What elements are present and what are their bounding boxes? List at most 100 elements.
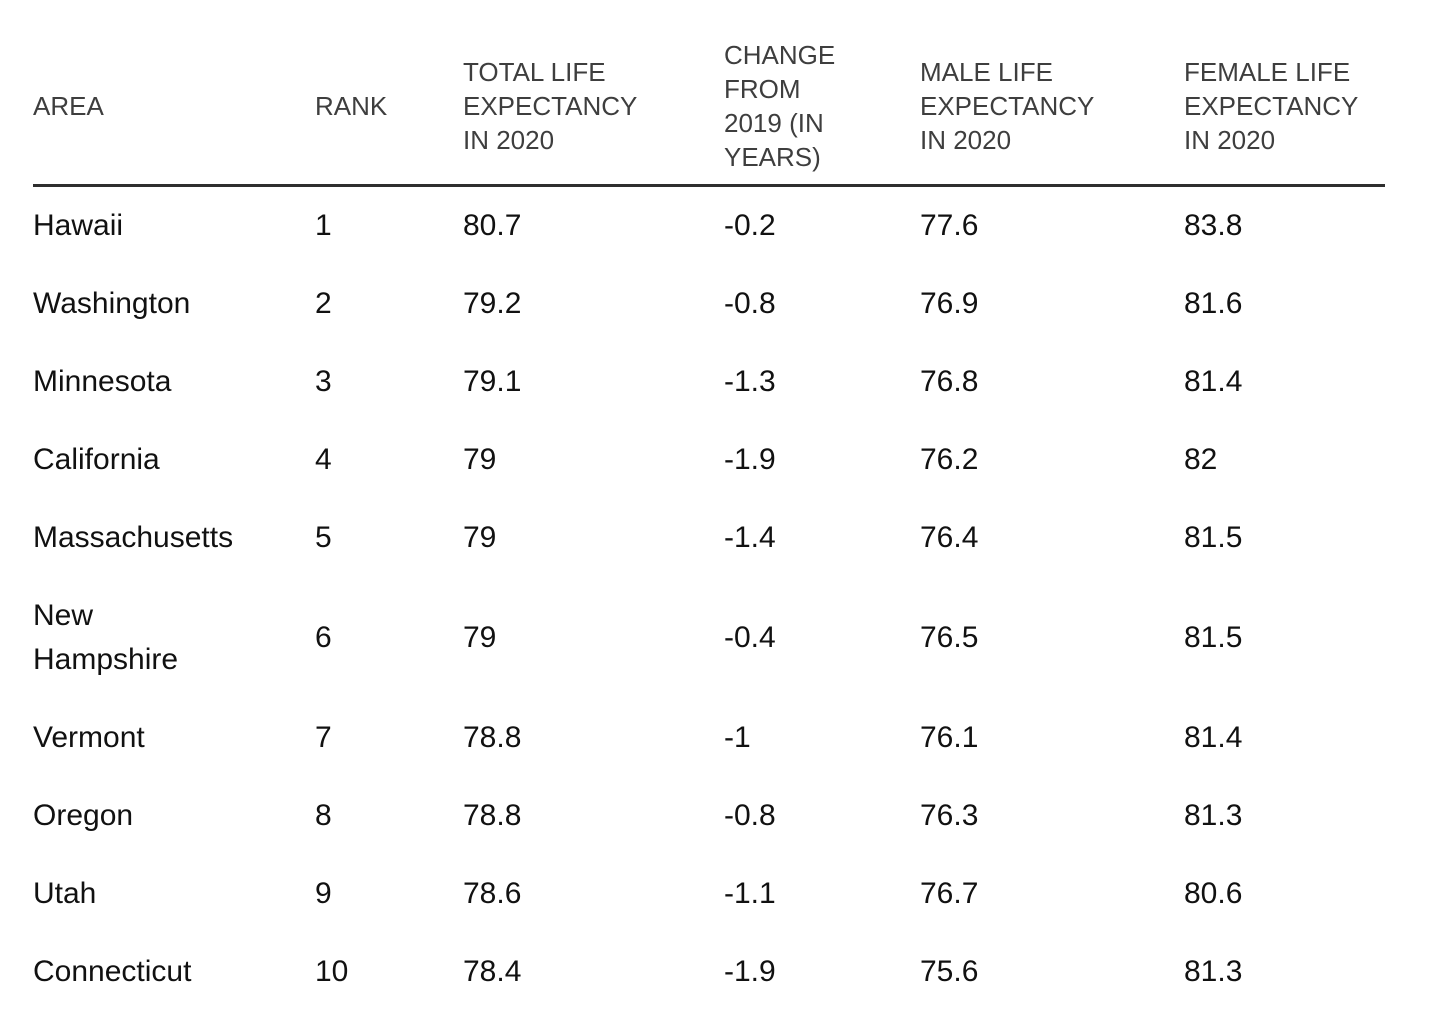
value-text: 9	[315, 877, 332, 910]
cell-male-life-expectancy: 76.2	[920, 421, 1184, 499]
area-label: Minnesota	[33, 365, 172, 398]
cell-female-life-expectancy: 81.5	[1184, 577, 1385, 699]
table-row: Hawaii 1 80.7 -0.2 77.6 83.8	[33, 186, 1385, 266]
cell-area: Connecticut	[33, 933, 315, 1011]
area-label: California	[33, 443, 160, 476]
value-text: 76.9	[920, 287, 979, 320]
cell-female-life-expectancy: 81.3	[1184, 933, 1385, 1011]
cell-change-from-2019: -1.4	[724, 499, 920, 577]
column-header-label: RANK	[315, 91, 388, 121]
cell-rank: 5	[315, 499, 463, 577]
cell-area: Minnesota	[33, 343, 315, 421]
cell-female-life-expectancy: 81.4	[1184, 699, 1385, 777]
value-text: 4	[315, 443, 332, 476]
cell-rank: 1	[315, 186, 463, 266]
value-text: 78.8	[463, 721, 522, 754]
value-text: 2	[315, 287, 332, 320]
table-row: Minnesota 3 79.1 -1.3 76.8 81.4	[33, 343, 1385, 421]
cell-rank: 7	[315, 699, 463, 777]
cell-male-life-expectancy: 76.4	[920, 499, 1184, 577]
value-text: -1	[724, 721, 751, 754]
cell-area: Oregon	[33, 777, 315, 855]
cell-total-life-expectancy: 78.6	[463, 855, 724, 933]
area-label: New Hampshire	[33, 599, 179, 676]
cell-male-life-expectancy: 76.8	[920, 343, 1184, 421]
value-text: 82	[1184, 443, 1218, 476]
value-text: 78.6	[463, 877, 522, 910]
table-row: Oregon 8 78.8 -0.8 76.3 81.3	[33, 777, 1385, 855]
value-text: 79	[463, 521, 497, 554]
cell-female-life-expectancy: 83.8	[1184, 186, 1385, 266]
cell-total-life-expectancy: 80.7	[463, 186, 724, 266]
value-text: 79	[463, 443, 497, 476]
column-header-area: AREA	[33, 38, 315, 187]
value-text: 76.8	[920, 365, 979, 398]
value-text: -1.9	[724, 955, 776, 988]
column-header-female-life-expectancy: FEMALE LIFE EXPECTANCY IN 2020	[1184, 38, 1385, 187]
cell-rank: 6	[315, 577, 463, 699]
header-row: AREA RANK TOTAL LIFE EXPECTANCY IN 2020 …	[33, 38, 1385, 187]
table-row: Massachusetts 5 79 -1.4 76.4 81.5	[33, 499, 1385, 577]
table-row: Utah 9 78.6 -1.1 76.7 80.6	[33, 855, 1385, 933]
cell-change-from-2019: -1.9	[724, 421, 920, 499]
table-row: Washington 2 79.2 -0.8 76.9 81.6	[33, 265, 1385, 343]
cell-male-life-expectancy: 76.3	[920, 777, 1184, 855]
table-row: Vermont 7 78.8 -1 76.1 81.4	[33, 699, 1385, 777]
value-text: 77.6	[920, 209, 979, 242]
value-text: -1.3	[724, 365, 776, 398]
column-header-label: MALE LIFE EXPECTANCY IN 2020	[920, 57, 1094, 155]
value-text: 8	[315, 799, 332, 832]
cell-female-life-expectancy: 81.3	[1184, 777, 1385, 855]
value-text: -1.9	[724, 443, 776, 476]
value-text: 81.6	[1184, 287, 1243, 320]
cell-area: California	[33, 421, 315, 499]
cell-total-life-expectancy: 78.8	[463, 699, 724, 777]
cell-total-life-expectancy: 79.1	[463, 343, 724, 421]
cell-change-from-2019: -0.2	[724, 186, 920, 266]
value-text: -0.8	[724, 799, 776, 832]
cell-total-life-expectancy: 79	[463, 499, 724, 577]
cell-total-life-expectancy: 78.8	[463, 777, 724, 855]
cell-female-life-expectancy: 81.4	[1184, 343, 1385, 421]
value-text: 79.1	[463, 365, 522, 398]
value-text: 81.5	[1184, 621, 1243, 654]
value-text: 81.3	[1184, 955, 1243, 988]
value-text: 76.7	[920, 877, 979, 910]
area-label: Utah	[33, 877, 97, 910]
table-row: California 4 79 -1.9 76.2 82	[33, 421, 1385, 499]
cell-total-life-expectancy: 78.4	[463, 933, 724, 1011]
value-text: -0.2	[724, 209, 776, 242]
cell-total-life-expectancy: 79	[463, 577, 724, 699]
cell-rank: 9	[315, 855, 463, 933]
value-text: 81.3	[1184, 799, 1243, 832]
cell-area: Washington	[33, 265, 315, 343]
value-text: 76.5	[920, 621, 979, 654]
column-header-label: AREA	[33, 91, 104, 121]
column-header-change-from-2019: CHANGE FROM 2019 (IN YEARS)	[724, 38, 920, 187]
cell-change-from-2019: -0.4	[724, 577, 920, 699]
area-label: Washington	[33, 287, 191, 320]
value-text: 78.8	[463, 799, 522, 832]
value-text: 81.4	[1184, 721, 1243, 754]
column-header-label: FEMALE LIFE EXPECTANCY IN 2020	[1184, 57, 1358, 155]
cell-change-from-2019: -1.9	[724, 933, 920, 1011]
column-header-label: CHANGE FROM 2019 (IN YEARS)	[724, 40, 836, 172]
cell-female-life-expectancy: 80.6	[1184, 855, 1385, 933]
table-row: New Hampshire 6 79 -0.4 76.5 81.5	[33, 577, 1385, 699]
value-text: 10	[315, 955, 349, 988]
cell-male-life-expectancy: 76.7	[920, 855, 1184, 933]
value-text: 81.5	[1184, 521, 1243, 554]
area-label: Massachusetts	[33, 521, 234, 554]
cell-change-from-2019: -1.1	[724, 855, 920, 933]
cell-area: Vermont	[33, 699, 315, 777]
cell-female-life-expectancy: 81.6	[1184, 265, 1385, 343]
area-label: Hawaii	[33, 209, 124, 242]
column-header-rank: RANK	[315, 38, 463, 187]
cell-female-life-expectancy: 82	[1184, 421, 1385, 499]
cell-male-life-expectancy: 77.6	[920, 186, 1184, 266]
value-text: 5	[315, 521, 332, 554]
column-header-male-life-expectancy: MALE LIFE EXPECTANCY IN 2020	[920, 38, 1184, 187]
cell-rank: 10	[315, 933, 463, 1011]
cell-change-from-2019: -1	[724, 699, 920, 777]
